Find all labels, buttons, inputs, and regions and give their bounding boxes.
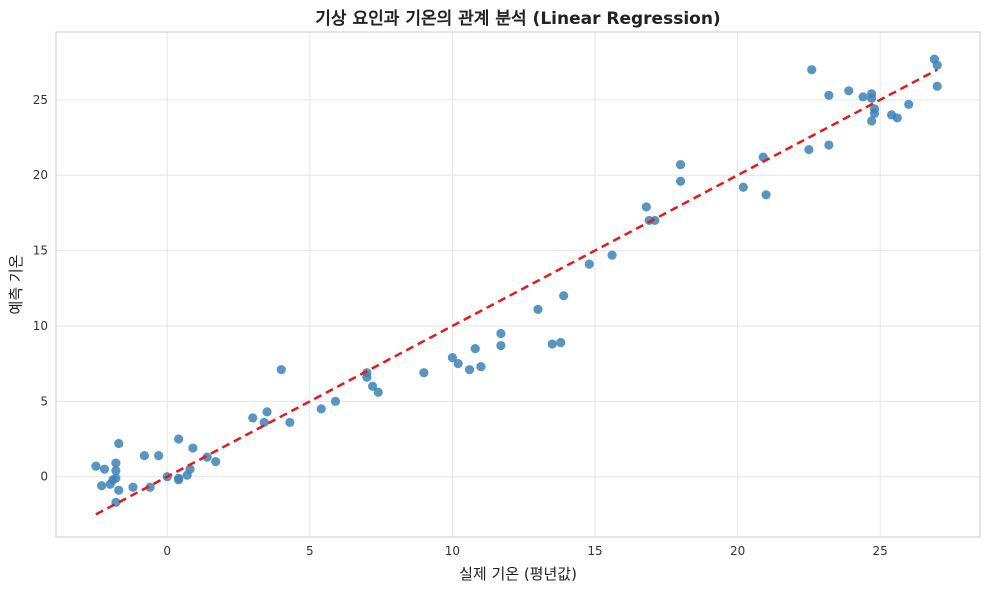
y-axis-label: 예측 기온: [7, 255, 25, 315]
scatter-point: [114, 485, 124, 495]
regression-line: [95, 68, 938, 516]
scatter-point: [470, 343, 480, 354]
scatter-point: [867, 116, 877, 126]
scatter-point: [858, 92, 868, 102]
data-points: [91, 54, 942, 507]
scatter-point: [584, 259, 594, 269]
y-tick-label: 5: [40, 394, 48, 408]
scatter-point: [464, 365, 475, 375]
scatter-point: [867, 93, 877, 103]
scatter-point: [188, 443, 198, 453]
scatter-point: [373, 387, 383, 397]
scatter-point: [202, 452, 212, 462]
scatter-point: [111, 466, 121, 476]
grid: [56, 32, 980, 537]
scatter-point: [174, 434, 184, 444]
scatter-point: [932, 60, 942, 70]
scatter-point: [316, 404, 326, 414]
scatter-point: [675, 160, 686, 170]
y-tick-label: 15: [33, 244, 48, 258]
x-tick-label: 20: [730, 544, 745, 558]
scatter-point: [675, 176, 686, 186]
scatter-point: [932, 81, 942, 91]
x-tick-label: 15: [587, 544, 602, 558]
scatter-point: [362, 372, 372, 382]
y-tick-label: 0: [40, 470, 48, 484]
scatter-point: [892, 113, 902, 123]
scatter-point: [650, 215, 660, 226]
plot-frame: [55, 31, 981, 538]
scatter-point: [262, 407, 272, 417]
scatter-point: [453, 359, 463, 369]
scatter-point: [330, 396, 341, 406]
scatter-point: [533, 304, 543, 314]
y-tick-label: 20: [33, 168, 48, 182]
scatter-point: [824, 90, 834, 100]
scatter-point: [285, 417, 295, 428]
x-axis-ticks: 0 5 10 15 20 25: [163, 544, 887, 558]
scatter-point: [556, 337, 566, 348]
x-tick-label: 10: [445, 544, 460, 558]
scatter-point: [91, 461, 101, 471]
scatter-point: [869, 108, 880, 119]
x-axis-label: 실제 기온 (평년값): [459, 565, 577, 583]
scatter-point: [476, 362, 486, 372]
scatter-point: [99, 464, 110, 474]
scatter-point: [145, 482, 155, 492]
scatter-point: [111, 458, 121, 468]
scatter-point: [904, 99, 914, 109]
scatter-point: [447, 353, 458, 363]
scatter-point: [761, 190, 771, 200]
scatter-point: [496, 340, 506, 351]
scatter-point: [259, 417, 269, 428]
scatter-point: [807, 65, 817, 75]
scatter-point: [804, 144, 814, 155]
y-axis-ticks: 0 5 10 15 20 25: [33, 93, 48, 484]
scatter-point: [641, 202, 651, 212]
y-tick-label: 25: [33, 93, 48, 107]
scatter-point: [276, 365, 286, 375]
scatter-point: [128, 482, 138, 492]
scatter-point: [139, 450, 150, 461]
scatter-point: [114, 438, 124, 449]
scatter-point: [419, 368, 429, 378]
scatter-point: [367, 381, 378, 391]
x-tick-label: 5: [306, 544, 314, 558]
scatter-point: [174, 475, 184, 485]
x-tick-label: 25: [873, 544, 888, 558]
scatter-point: [97, 481, 107, 491]
scatter-point: [547, 339, 557, 349]
scatter-point: [824, 140, 834, 150]
scatter-point: [185, 464, 195, 474]
x-tick-label: 0: [163, 544, 171, 558]
scatter-point: [248, 413, 258, 423]
scatter-point: [607, 250, 617, 260]
y-tick-label: 10: [33, 319, 48, 333]
scatter-point: [559, 291, 569, 301]
scatter-point: [844, 86, 854, 96]
chart-title: 기상 요인과 기온의 관계 분석 (Linear Regression): [315, 9, 720, 29]
scatter-point: [738, 182, 748, 192]
scatter-point: [496, 328, 506, 339]
scatter-point: [154, 450, 164, 461]
scatter-point: [211, 457, 221, 467]
scatter-point: [111, 473, 121, 483]
